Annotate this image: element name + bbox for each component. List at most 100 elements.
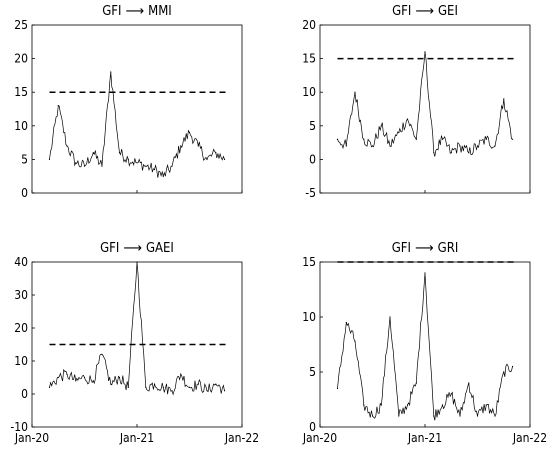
- data-point: [476, 415, 479, 417]
- data-point: [406, 118, 409, 120]
- data-point: [380, 404, 382, 406]
- data-point: [441, 404, 444, 406]
- data-point: [197, 145, 199, 147]
- data-point: [354, 340, 356, 342]
- data-point: [48, 386, 51, 388]
- arrow-icon: ⟶: [125, 4, 144, 19]
- arrow-icon: ⟶: [415, 4, 434, 19]
- data-point: [363, 138, 365, 140]
- y-tick-label: 5: [309, 365, 316, 379]
- title-source: GFI: [102, 4, 121, 19]
- data-point: [345, 321, 347, 324]
- data-point: [371, 415, 374, 417]
- y-tick-label: -10: [10, 420, 28, 434]
- y-tick-label: 0: [309, 420, 316, 434]
- data-point: [485, 404, 487, 406]
- data-point: [171, 390, 173, 392]
- subplot-2: GFI ⟶ GEI -5 0 5 10 15 20: [302, 4, 531, 200]
- data-point: [215, 152, 217, 154]
- data-point: [503, 371, 505, 373]
- data-point: [441, 138, 444, 140]
- data-point: [110, 71, 112, 73]
- y-tick-label: 20: [302, 18, 316, 32]
- data-point: [171, 165, 173, 167]
- axes-frame: [31, 24, 243, 194]
- arrow-icon: ⟶: [415, 241, 434, 256]
- title-source: GFI: [392, 4, 411, 19]
- data-point: [136, 261, 138, 263]
- data-point: [75, 162, 77, 164]
- data-point: [206, 158, 208, 160]
- data-point: [336, 138, 339, 140]
- subplot-4: GFI ⟶ GRI 0 5 10 15 Jan-20 Jan-21 Jan-22: [302, 241, 547, 445]
- data-point: [424, 272, 426, 274]
- data-point: [57, 105, 59, 107]
- data-point: [494, 145, 496, 147]
- y-tick-label: 40: [14, 255, 28, 269]
- data-point: [66, 373, 68, 375]
- y-tick-label: 15: [14, 85, 28, 99]
- data-point: [476, 145, 479, 147]
- title-target: MMI: [148, 4, 172, 19]
- data-point: [485, 138, 487, 140]
- data-point: [48, 158, 51, 160]
- y-tick-label: 5: [309, 119, 316, 133]
- x-tick-label: Jan-20: [302, 431, 337, 445]
- data-point: [206, 390, 208, 392]
- data-point: [197, 383, 199, 385]
- y-tick-label: 0: [21, 186, 28, 200]
- data-point: [415, 138, 417, 140]
- data-point: [180, 373, 182, 375]
- data-point: [110, 383, 112, 385]
- data-point: [127, 158, 129, 160]
- y-tick-label: 0: [21, 387, 28, 401]
- data-point: [371, 145, 374, 147]
- title-target: GAEI: [146, 241, 174, 256]
- data-point: [75, 380, 77, 382]
- data-point: [101, 165, 103, 167]
- data-point: [354, 91, 356, 93]
- series-line: [337, 272, 513, 421]
- y-tick-label: 20: [14, 321, 28, 335]
- data-point: [92, 152, 94, 154]
- data-point: [450, 152, 452, 154]
- data-point: [468, 382, 470, 384]
- data-point: [406, 404, 409, 406]
- data-point: [389, 316, 391, 318]
- data-point: [459, 415, 461, 417]
- y-tick-label: 10: [14, 119, 28, 133]
- data-point: [223, 158, 226, 160]
- y-tick-label: 30: [14, 288, 28, 302]
- y-tick-label: 10: [302, 85, 316, 99]
- data-point: [511, 138, 514, 140]
- data-point: [145, 165, 147, 167]
- data-point: [398, 131, 400, 134]
- data-point: [468, 152, 470, 154]
- data-point: [433, 415, 435, 417]
- panel-title: GFI ⟶ GAEI: [100, 241, 174, 256]
- data-point: [459, 145, 461, 147]
- data-point: [188, 386, 191, 388]
- y-tick-label: -5: [305, 186, 316, 200]
- data-point: [398, 415, 400, 417]
- data-point: [162, 175, 164, 177]
- data-point: [450, 393, 452, 395]
- data-point: [336, 387, 339, 390]
- x-tick-label: Jan-21: [119, 431, 154, 445]
- title-target: GEI: [438, 4, 458, 19]
- data-point: [145, 386, 147, 388]
- data-point: [424, 51, 426, 53]
- title-source: GFI: [100, 241, 119, 256]
- y-tick-label: 5: [21, 152, 28, 166]
- data-point: [363, 404, 365, 406]
- data-point: [345, 145, 347, 147]
- x-tick-label: Jan-21: [407, 431, 442, 445]
- data-point: [223, 390, 226, 392]
- panel-title: GFI ⟶ GEI: [392, 4, 458, 19]
- series-line: [49, 71, 225, 178]
- y-tick-label: 25: [14, 18, 28, 32]
- panel-title: GFI ⟶ GRI: [392, 241, 459, 256]
- data-point: [127, 386, 129, 388]
- data-point: [433, 152, 435, 154]
